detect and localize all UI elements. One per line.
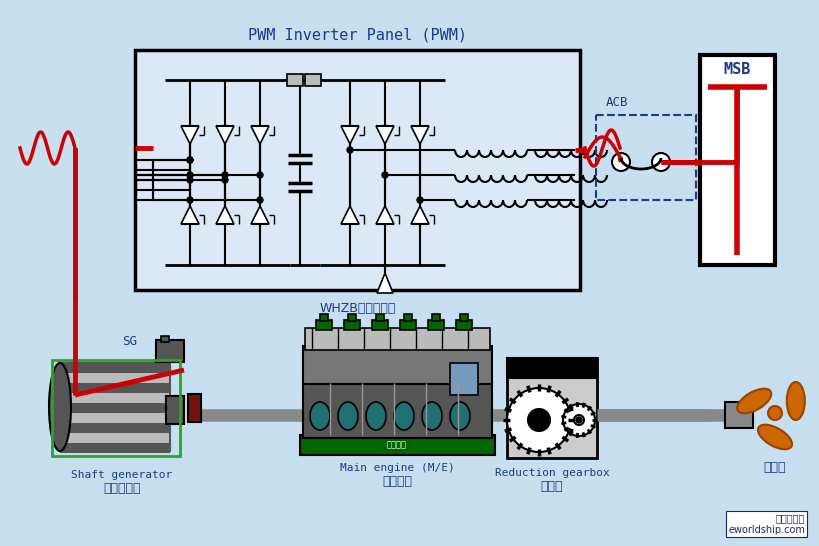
Polygon shape bbox=[376, 126, 394, 144]
Polygon shape bbox=[251, 206, 269, 224]
Text: 齿轮箱: 齿轮箱 bbox=[541, 480, 563, 493]
Polygon shape bbox=[411, 206, 429, 224]
Bar bbox=[60, 413, 170, 423]
Bar bbox=[60, 383, 170, 393]
Circle shape bbox=[347, 147, 353, 153]
Polygon shape bbox=[341, 126, 359, 144]
Circle shape bbox=[507, 388, 571, 452]
Bar bbox=[507, 358, 597, 458]
Ellipse shape bbox=[758, 425, 792, 449]
Bar bbox=[60, 363, 170, 451]
Bar bbox=[135, 50, 580, 290]
Circle shape bbox=[528, 409, 550, 431]
Circle shape bbox=[222, 172, 228, 178]
Text: SG: SG bbox=[123, 335, 138, 348]
Bar bbox=[161, 336, 169, 342]
Ellipse shape bbox=[422, 402, 442, 430]
Circle shape bbox=[187, 157, 193, 163]
Bar bbox=[700, 55, 775, 265]
Ellipse shape bbox=[366, 402, 386, 430]
Ellipse shape bbox=[338, 402, 358, 430]
Ellipse shape bbox=[394, 402, 414, 430]
Text: MSB: MSB bbox=[724, 62, 751, 78]
Circle shape bbox=[187, 177, 193, 183]
Bar bbox=[60, 433, 170, 443]
Circle shape bbox=[187, 172, 193, 178]
Circle shape bbox=[187, 197, 193, 203]
Bar bbox=[316, 320, 332, 330]
Bar bbox=[60, 363, 170, 373]
Circle shape bbox=[257, 172, 263, 178]
Bar bbox=[60, 403, 170, 413]
Polygon shape bbox=[377, 273, 393, 293]
Text: PWM Inverter Panel (PWM): PWM Inverter Panel (PWM) bbox=[248, 27, 467, 42]
Circle shape bbox=[257, 197, 263, 203]
Bar bbox=[60, 393, 170, 403]
Text: WHZB轴发控制箱: WHZB轴发控制箱 bbox=[319, 302, 396, 315]
Text: 国际船舶网
eworldship.com: 国际船舶网 eworldship.com bbox=[728, 513, 805, 535]
Polygon shape bbox=[411, 126, 429, 144]
Circle shape bbox=[576, 417, 582, 423]
Polygon shape bbox=[251, 126, 269, 144]
Polygon shape bbox=[376, 206, 394, 224]
Circle shape bbox=[612, 153, 630, 171]
Text: 主柴油机: 主柴油机 bbox=[387, 441, 407, 449]
Circle shape bbox=[382, 172, 388, 178]
Bar bbox=[376, 314, 384, 321]
Circle shape bbox=[222, 177, 228, 183]
Bar bbox=[52, 360, 180, 456]
Ellipse shape bbox=[450, 402, 470, 430]
Text: 同步发电机: 同步发电机 bbox=[103, 482, 141, 495]
Circle shape bbox=[187, 157, 193, 163]
Circle shape bbox=[563, 404, 595, 436]
Bar bbox=[188, 394, 201, 422]
Bar bbox=[60, 443, 170, 453]
Text: Shaft generator: Shaft generator bbox=[71, 470, 173, 480]
Bar bbox=[303, 346, 492, 384]
Circle shape bbox=[417, 197, 423, 203]
Polygon shape bbox=[216, 206, 234, 224]
Ellipse shape bbox=[49, 363, 71, 451]
Bar bbox=[507, 358, 597, 378]
Bar bbox=[320, 314, 328, 321]
Bar bbox=[400, 320, 416, 330]
Bar bbox=[300, 435, 495, 455]
Bar bbox=[303, 383, 492, 438]
Text: 螺旋桨: 螺旋桨 bbox=[764, 461, 786, 474]
Polygon shape bbox=[181, 206, 199, 224]
Bar bbox=[305, 328, 490, 350]
Ellipse shape bbox=[737, 389, 771, 413]
Bar bbox=[156, 340, 184, 362]
Bar bbox=[348, 314, 356, 321]
Text: Reduction gearbox: Reduction gearbox bbox=[495, 468, 609, 478]
Bar bbox=[344, 320, 360, 330]
Bar bbox=[725, 402, 753, 428]
Text: Main engine (M/E): Main engine (M/E) bbox=[340, 463, 455, 473]
Bar bbox=[596, 115, 696, 200]
Text: ACB: ACB bbox=[606, 96, 628, 109]
Bar bbox=[432, 314, 440, 321]
Circle shape bbox=[652, 153, 670, 171]
Bar bbox=[456, 320, 472, 330]
Bar bbox=[60, 423, 170, 433]
Polygon shape bbox=[341, 206, 359, 224]
Ellipse shape bbox=[787, 382, 805, 420]
Bar bbox=[287, 74, 303, 86]
Circle shape bbox=[768, 406, 782, 420]
Bar bbox=[60, 373, 170, 383]
Bar bbox=[404, 314, 412, 321]
Bar bbox=[305, 74, 321, 86]
Bar bbox=[460, 314, 468, 321]
Bar bbox=[166, 396, 184, 424]
Polygon shape bbox=[216, 126, 234, 144]
Bar bbox=[450, 363, 478, 395]
Bar bbox=[372, 320, 388, 330]
Text: 主柴油机: 主柴油机 bbox=[382, 475, 412, 488]
Circle shape bbox=[574, 415, 584, 425]
Ellipse shape bbox=[310, 402, 330, 430]
Polygon shape bbox=[181, 126, 199, 144]
Bar bbox=[428, 320, 444, 330]
